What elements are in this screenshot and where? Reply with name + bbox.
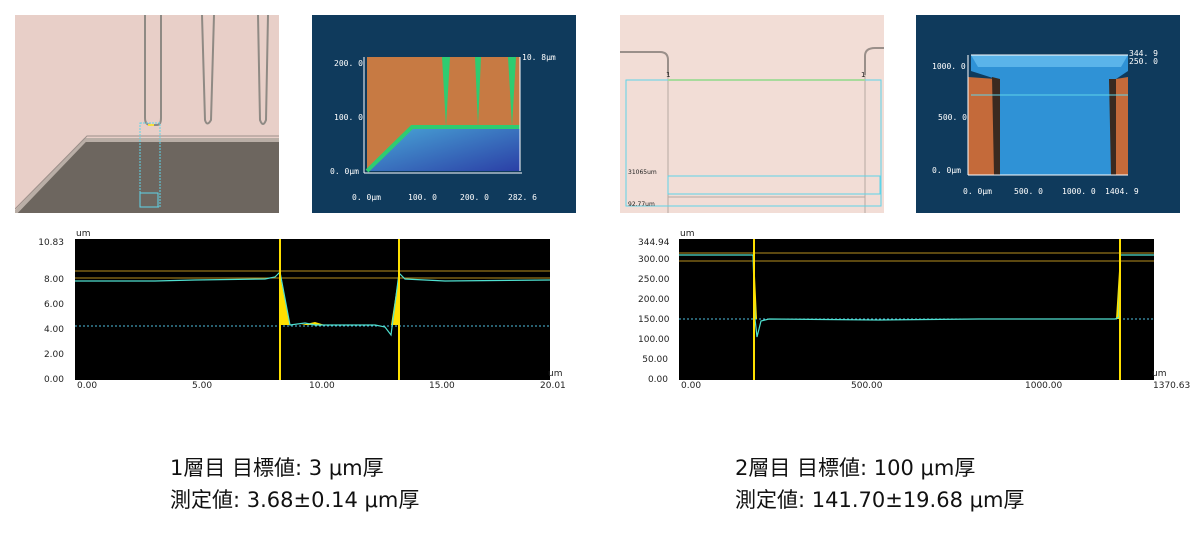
right-photo-marker-right: 1: [861, 71, 866, 79]
right-profile-xtick: 1000.00: [1025, 381, 1063, 391]
right-profile-ytop: 344.94: [638, 238, 670, 248]
left-map-xtick: 282. 6: [508, 193, 537, 202]
left-profile-ytick: 8.00: [43, 275, 64, 285]
left-map-xtick: 200. 0: [460, 193, 489, 202]
right-map-ytick: 500. 0: [938, 113, 967, 122]
left-profile-xtick: 0.00: [77, 381, 98, 391]
right-profile-xmax: 1370.63: [1153, 381, 1191, 391]
right-microscope-image: 1 1 31065um 92.77um: [620, 15, 884, 213]
right-map-zmax: 344. 9: [1129, 49, 1158, 58]
left-profile-ytop: 10.83: [38, 238, 64, 248]
left-profile-xtick: 5.00: [192, 381, 213, 391]
left-profile-xtick: 15.00: [429, 381, 455, 391]
right-profile-xtick: 0.00: [681, 381, 702, 391]
right-profile-plot: [679, 239, 1154, 380]
left-microscope-image: [15, 15, 279, 213]
right-photo-marker-left: 1: [666, 71, 671, 79]
left-profile-xunit: um: [548, 369, 563, 379]
right-map-zmid: 250. 0: [1129, 57, 1158, 66]
left-profile-plot: [75, 239, 550, 380]
left-map-zmax: 10. 8µm: [522, 53, 556, 62]
left-3d-height-map: 200. 0 100. 0 0. 0µm 0. 0µm 100. 0 200. …: [312, 15, 576, 213]
left-caption-measured: 測定値: 3.68±0.14 μm厚: [170, 488, 420, 512]
right-map-xtick: 1404. 9: [1105, 187, 1139, 196]
left-profile-xmax: 20.01: [540, 381, 566, 391]
left-profile-ytick: 2.00: [43, 350, 64, 360]
right-photo-measure-b: 92.77um: [628, 201, 655, 208]
left-profile-ytick: 6.00: [43, 300, 64, 310]
right-3d-height-map: 1000. 0 500. 0 0. 0µm 0. 0µm 500. 0 1000…: [916, 15, 1180, 213]
right-profile-yunit: um: [680, 229, 695, 239]
right-map-xtick: 500. 0: [1014, 187, 1043, 196]
left-map-xtick: 0. 0µm: [352, 193, 381, 202]
right-profile-ytick: 200.00: [638, 295, 670, 305]
right-map-xtick: 1000. 0: [1062, 187, 1096, 196]
right-profile-ytick: 50.00: [642, 355, 668, 365]
left-profile-yunit: um: [76, 229, 91, 239]
right-profile-xtick: 500.00: [851, 381, 883, 391]
right-profile-ytick: 0.00: [647, 375, 668, 385]
left-map-ytick: 100. 0: [334, 113, 363, 122]
right-profile-ytick: 100.00: [638, 335, 670, 345]
right-map-ytick: 1000. 0: [932, 62, 966, 71]
left-profile-xtick: 10.00: [309, 381, 335, 391]
left-map-xtick: 100. 0: [408, 193, 437, 202]
left-map-ytick: 200. 0: [334, 59, 363, 68]
right-profile-ytick: 150.00: [638, 315, 670, 325]
left-map-ytick: 0. 0µm: [330, 167, 359, 176]
right-photo-measure-a: 31065um: [628, 169, 657, 176]
right-caption-target: 2層目 目標値: 100 μm厚: [735, 456, 976, 480]
right-profile-ytick: 250.00: [638, 275, 670, 285]
right-map-ytick: 0. 0µm: [932, 166, 961, 175]
right-profile-ytick: 300.00: [638, 255, 670, 265]
right-profile-xunit: um: [1152, 369, 1167, 379]
right-map-xtick: 0. 0µm: [963, 187, 992, 196]
left-profile-ytick: 0.00: [43, 375, 64, 385]
right-caption-measured: 測定値: 141.70±19.68 μm厚: [735, 488, 1025, 512]
left-profile-ytick: 4.00: [43, 325, 64, 335]
left-caption-target: 1層目 目標値: 3 μm厚: [170, 456, 384, 480]
